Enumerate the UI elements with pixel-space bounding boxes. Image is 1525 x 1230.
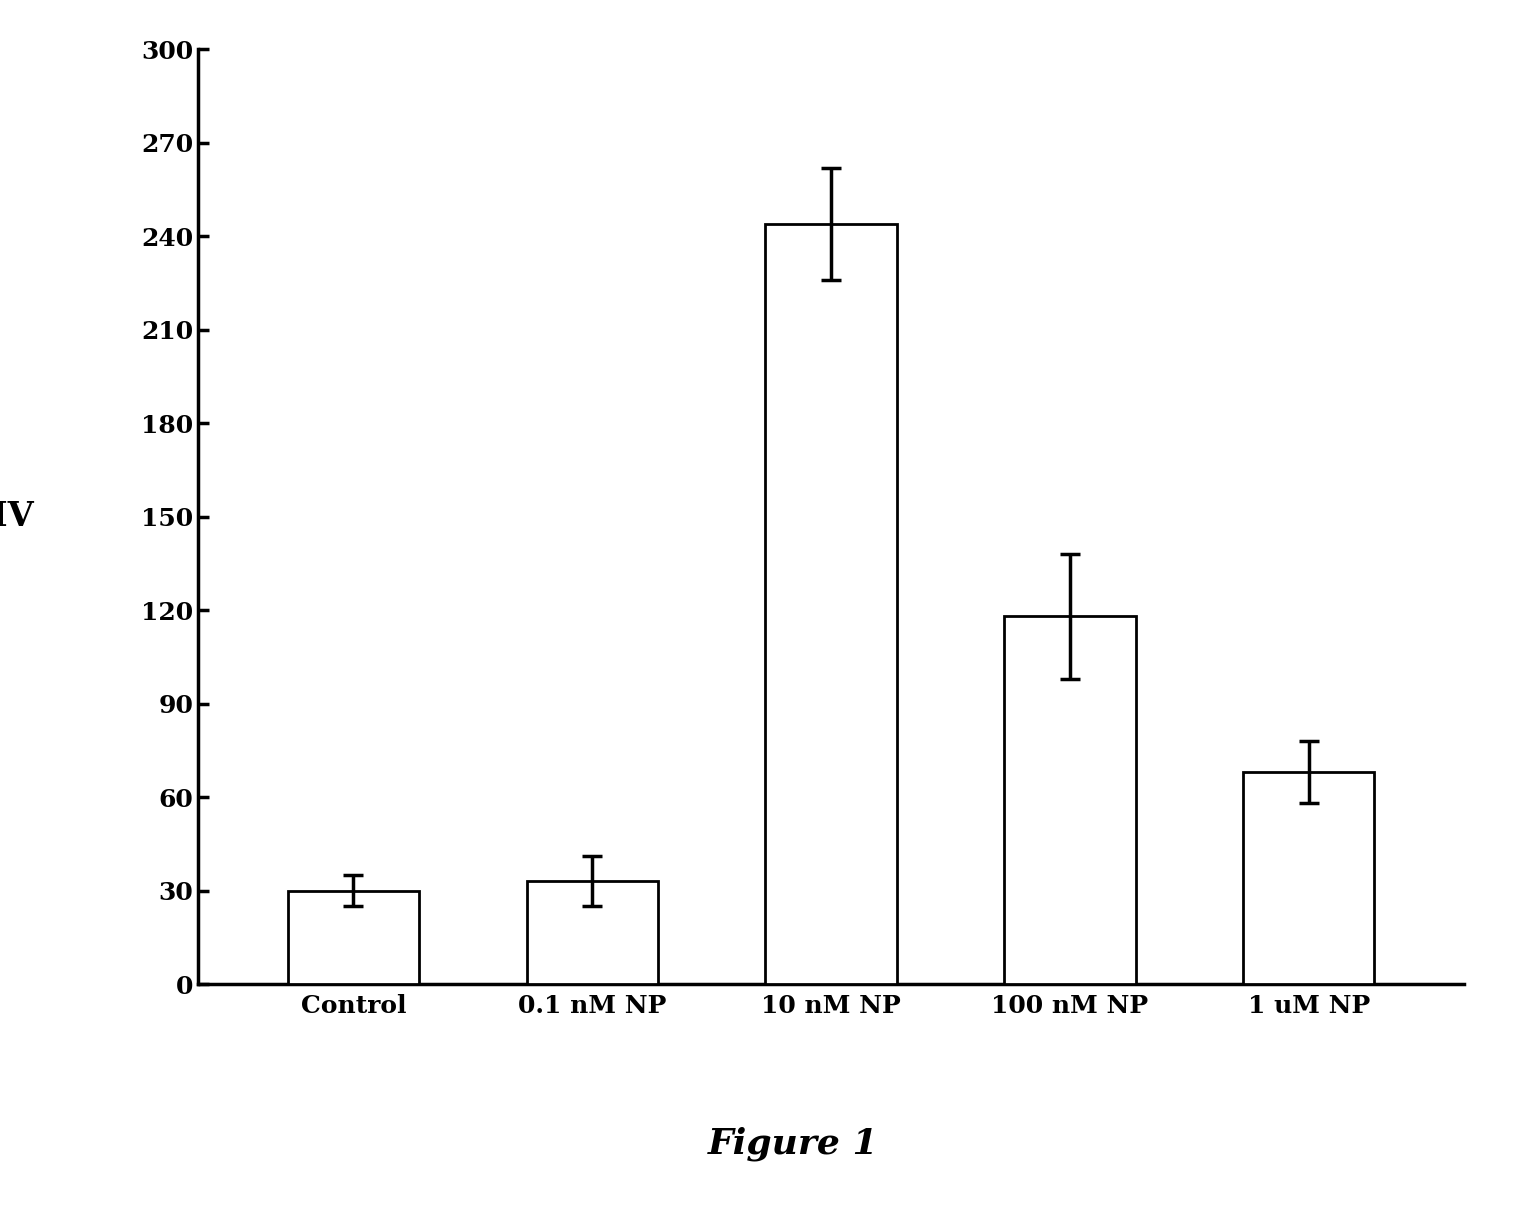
Bar	[526, 881, 657, 984]
Bar	[1243, 772, 1374, 984]
Bar	[288, 891, 419, 984]
Bar	[1005, 616, 1136, 984]
Bar	[766, 224, 897, 984]
Text: DIV: DIV	[0, 501, 34, 533]
Text: Figure 1: Figure 1	[708, 1127, 878, 1161]
